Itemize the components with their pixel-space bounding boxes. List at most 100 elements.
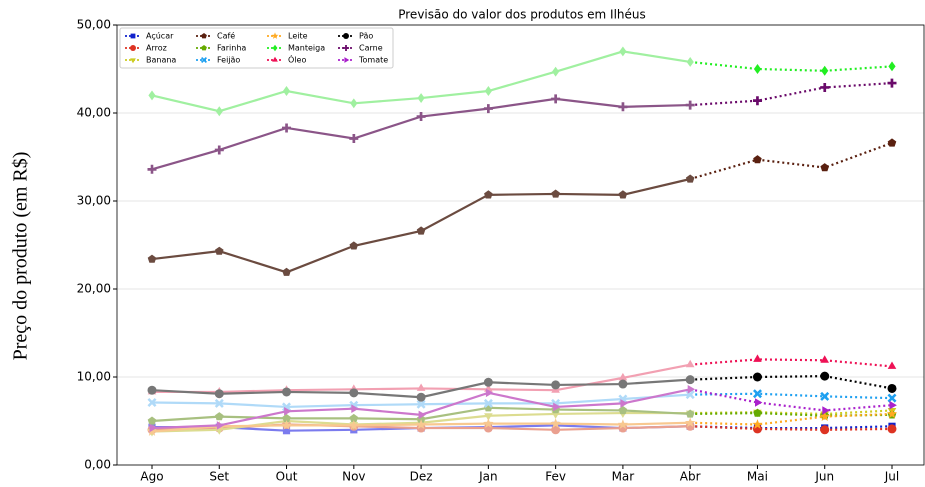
marker: [216, 421, 225, 430]
marker: [272, 56, 278, 62]
x-tick-label: Jan: [478, 470, 498, 484]
marker: [214, 145, 224, 155]
marker: [887, 424, 897, 434]
x-tick-label: Fev: [545, 470, 566, 484]
marker: [752, 372, 762, 382]
marker: [282, 387, 292, 397]
legend-label: Feijão: [217, 56, 240, 65]
marker: [350, 98, 358, 109]
marker: [550, 418, 561, 428]
x-tick-label: Mar: [612, 470, 635, 484]
legend-label: Leite: [288, 32, 308, 41]
marker: [271, 32, 279, 39]
marker: [820, 163, 829, 172]
marker: [821, 65, 829, 76]
x-tick-label: Out: [276, 470, 298, 484]
marker: [753, 408, 762, 417]
marker: [887, 78, 897, 88]
marker: [344, 57, 350, 63]
marker: [685, 375, 695, 385]
marker: [130, 58, 136, 64]
forecast-line: [690, 409, 893, 416]
y-tick-label: 40,00: [77, 106, 111, 120]
y-axis-label: Preço do produto (em R$): [10, 152, 32, 361]
marker: [130, 45, 136, 51]
marker: [147, 416, 157, 425]
marker: [753, 64, 762, 74]
y-tick-label: 10,00: [77, 370, 111, 384]
marker: [618, 405, 628, 415]
x-tick-label: Jul: [884, 470, 899, 484]
marker: [484, 190, 493, 199]
marker: [551, 380, 561, 390]
forecast-line: [690, 392, 893, 400]
legend-label: Tomate: [358, 56, 388, 65]
marker: [281, 420, 292, 430]
marker: [618, 379, 628, 389]
marker: [887, 138, 897, 147]
marker: [889, 400, 897, 410]
marker: [130, 33, 136, 39]
legend-label: Açúcar: [146, 32, 174, 41]
marker: [416, 226, 426, 235]
marker: [282, 427, 291, 435]
marker: [685, 100, 695, 110]
marker: [146, 426, 158, 436]
marker: [416, 112, 426, 121]
forecast-line: [689, 388, 893, 412]
marker: [485, 388, 494, 398]
marker: [147, 398, 157, 407]
legend-label: Banana: [146, 56, 176, 65]
legend-label: Farinha: [217, 44, 246, 53]
marker: [685, 409, 695, 418]
marker: [753, 389, 762, 399]
marker: [483, 377, 493, 387]
marker: [686, 57, 694, 67]
forecast-line: [690, 411, 893, 417]
marker: [215, 106, 223, 117]
marker: [618, 102, 628, 112]
legend-label: Arroz: [146, 44, 167, 53]
marker: [820, 355, 829, 363]
marker: [348, 420, 359, 430]
marker: [553, 402, 561, 412]
marker: [483, 398, 493, 408]
marker: [618, 190, 628, 199]
forecast-line: [690, 412, 893, 426]
x-tick-label: Nov: [342, 470, 365, 484]
x-tick-label: Mai: [747, 470, 768, 484]
marker: [343, 45, 349, 51]
marker: [887, 393, 897, 403]
marker: [214, 398, 224, 408]
marker: [888, 61, 896, 72]
marker: [284, 407, 292, 416]
forecast-line: [690, 60, 893, 72]
y-tick-label: 50,00: [77, 18, 111, 32]
history-line: [151, 97, 691, 171]
x-tick-label: Abr: [680, 470, 701, 484]
legend-label: Pão: [359, 32, 373, 41]
marker: [201, 57, 207, 63]
marker: [147, 254, 157, 263]
marker: [282, 267, 291, 276]
marker: [753, 155, 762, 164]
marker: [552, 66, 560, 77]
marker: [214, 389, 224, 399]
forecast-line: [690, 425, 893, 431]
marker: [148, 90, 156, 101]
marker: [349, 388, 359, 398]
marker: [685, 359, 695, 368]
marker: [753, 96, 762, 106]
marker: [820, 425, 830, 435]
marker: [551, 425, 561, 435]
marker: [886, 408, 898, 419]
marker: [551, 189, 560, 198]
y-tick-label: 30,00: [77, 194, 111, 208]
x-tick-label: Set: [209, 470, 229, 484]
marker: [416, 419, 427, 429]
x-tick-label: Jun: [814, 470, 834, 484]
marker: [349, 413, 359, 422]
marker: [685, 417, 696, 428]
marker: [215, 246, 224, 255]
